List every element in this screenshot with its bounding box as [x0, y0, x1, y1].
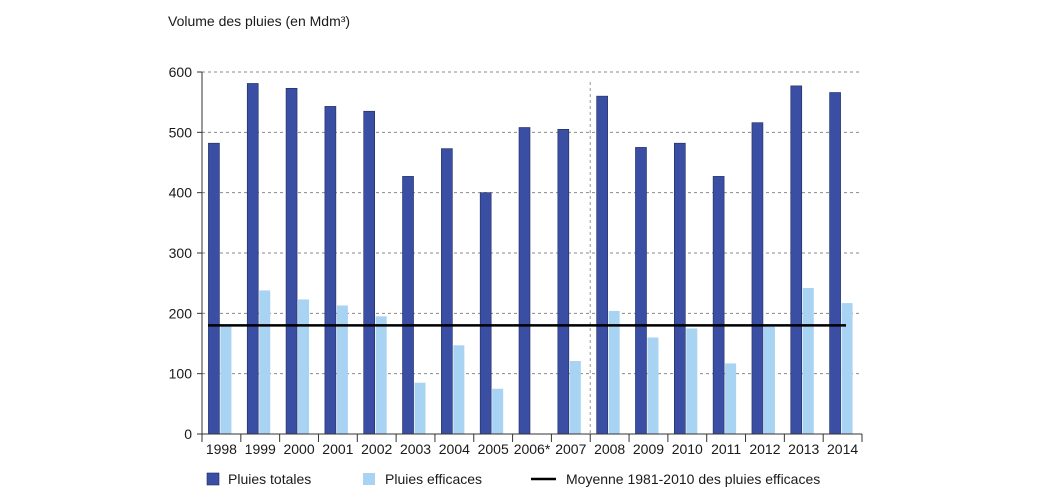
legend-label-reference-line: Moyenne 1981-2010 des pluies efficaces [566, 471, 820, 487]
bar-pluies-efficaces [298, 299, 310, 434]
bar-pluies-totales [635, 147, 647, 435]
bar-pluies-totales [246, 83, 259, 435]
x-tick-label: 2009 [633, 441, 664, 457]
x-tick-label: 1998 [206, 441, 237, 457]
bar-pluies-efficaces [220, 325, 232, 434]
x-tick-label: 2002 [361, 441, 392, 457]
legend-label-pluies-totales: Pluies totales [228, 471, 311, 487]
y-axis: 0 100 200 300 400 500 600 [169, 64, 203, 442]
y-tick-label: 200 [169, 305, 193, 321]
y-tick-label: 400 [169, 185, 193, 201]
y-axis-title: Volume des pluies (en Mdm³) [168, 13, 350, 29]
x-tick-label: 2010 [672, 441, 703, 457]
bar-pluies-totales [596, 95, 608, 435]
bar-pluies-efficaces [608, 310, 620, 434]
x-tick-label: 2004 [439, 441, 470, 457]
y-tick-label: 0 [184, 426, 192, 442]
bar-pluies-efficaces [259, 290, 271, 434]
x-tick-label: 2005 [478, 441, 509, 457]
bar-pluies-totales [402, 176, 414, 435]
bar-pluies-totales [751, 122, 764, 435]
x-tick-label: 1999 [245, 441, 276, 457]
x-tick-label: 2014 [827, 441, 858, 457]
bar-pluies-efficaces [647, 337, 659, 434]
bar-pluies-totales [324, 106, 337, 435]
x-tick-label: 2007 [555, 441, 586, 457]
bar-pluies-efficaces [375, 316, 387, 434]
bar-pluies-efficaces [725, 363, 737, 434]
bar-pluies-efficaces [686, 328, 698, 434]
bar-pluies-totales [557, 129, 570, 435]
x-axis: 1998 1999 2000 2001 2002 2003 2004 2005 2006* 200… [201, 433, 863, 457]
bar-pluies-totales [712, 176, 725, 435]
bar-pluies-totales [208, 142, 220, 435]
legend-swatch-pluies-efficaces [363, 473, 375, 485]
x-tick-label: 2011 [711, 441, 741, 457]
bar-pluies-efficaces [802, 287, 814, 434]
y-tick-label: 300 [169, 245, 193, 261]
bar-pluies-efficaces [453, 345, 465, 434]
bar-pluies-totales [441, 148, 453, 435]
x-tick-label: 2001 [322, 441, 353, 457]
y-tick-label: 600 [169, 64, 193, 80]
bar-pluies-totales [790, 85, 803, 435]
x-tick-label: 2013 [788, 441, 819, 457]
bar-pluies-totales [518, 127, 531, 435]
legend-label-pluies-efficaces: Pluies efficaces [385, 471, 482, 487]
x-tick-label: 2008 [594, 441, 625, 457]
bar-pluies-efficaces [336, 305, 348, 434]
bar-pluies-efficaces [492, 388, 504, 434]
grid [202, 71, 862, 434]
y-tick-label: 500 [169, 124, 193, 140]
bar-pluies-totales [673, 142, 686, 435]
bar-pluies-efficaces [569, 360, 581, 434]
bar-pluies-totales [479, 192, 492, 435]
bar-pluies-totales [285, 87, 298, 435]
y-tick-label: 100 [169, 366, 193, 382]
bars [208, 83, 853, 435]
legend: Pluies totales Pluies efficaces Moyenne 19… [206, 471, 820, 487]
bar-pluies-efficaces [841, 303, 853, 434]
bar-pluies-efficaces [414, 382, 426, 434]
x-tick-label: 2003 [400, 441, 431, 457]
x-tick-label: 2000 [283, 441, 314, 457]
x-tick-label: 2012 [749, 441, 780, 457]
bar-pluies-totales [829, 92, 841, 435]
x-tick-label: 2006* [514, 441, 551, 457]
bar-pluies-efficaces [763, 326, 775, 434]
bar-pluies-totales [363, 110, 376, 435]
legend-swatch-pluies-totales [206, 472, 220, 486]
